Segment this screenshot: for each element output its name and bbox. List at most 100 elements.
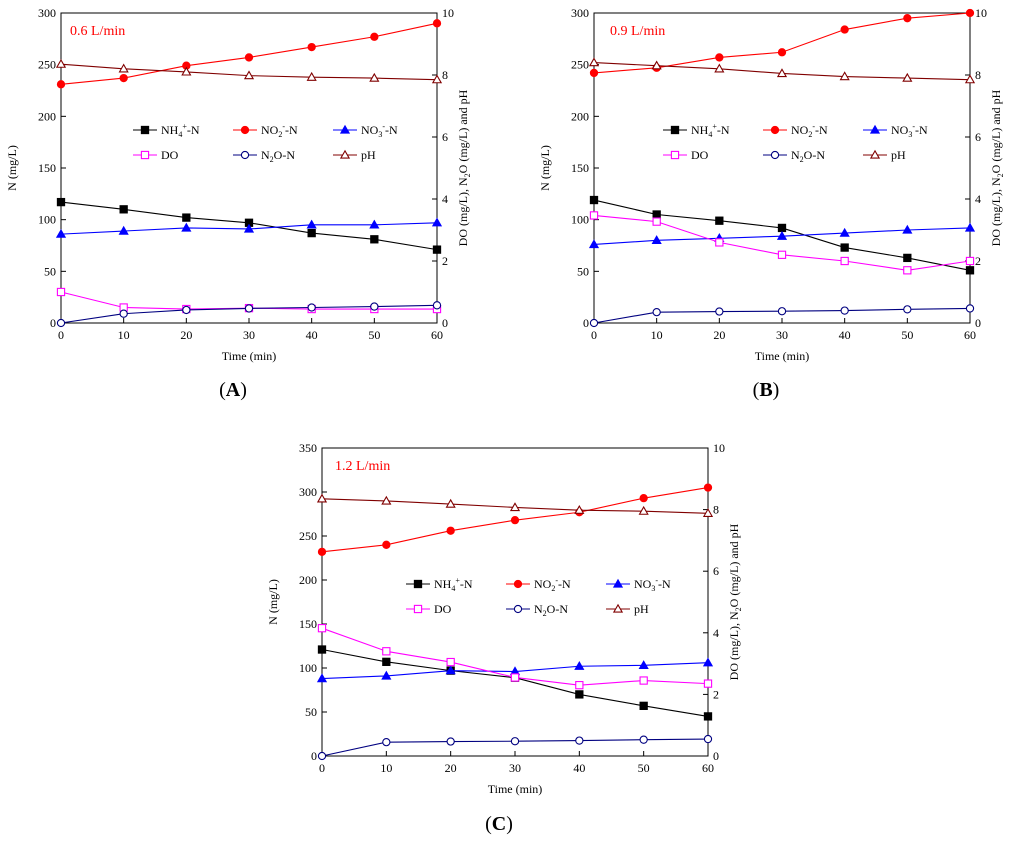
data-point-no2 xyxy=(56,80,66,89)
data-point-ph xyxy=(243,70,255,80)
data-point-do xyxy=(317,624,327,633)
data-point-n2o xyxy=(244,304,254,313)
data-point-no3 xyxy=(369,219,380,229)
data-point-no3 xyxy=(964,222,976,232)
data-point-ph xyxy=(509,502,521,512)
x-tick-label: 30 xyxy=(243,328,255,342)
series-no2 xyxy=(589,8,975,78)
legend-marker-no2 xyxy=(770,125,780,135)
x-axis-label: Time (min) xyxy=(488,782,543,796)
legend-marker-n2o xyxy=(770,150,780,160)
data-point-n2o xyxy=(510,737,520,746)
y-left-tick-label: 300 xyxy=(38,6,56,20)
series-no2 xyxy=(317,483,713,556)
y-left-tick-label: 150 xyxy=(571,161,589,175)
y-left-tick-label: 200 xyxy=(38,109,56,123)
data-point-do xyxy=(589,211,599,220)
data-point-no3 xyxy=(306,219,317,229)
series-do xyxy=(589,211,975,275)
data-point-no3 xyxy=(381,670,392,680)
y-right-tick-label: 10 xyxy=(713,441,725,455)
data-point-nh4 xyxy=(370,235,379,244)
x-tick-label: 30 xyxy=(776,328,788,342)
legend-label-no2: NO2--N xyxy=(791,122,828,139)
data-point-ph xyxy=(181,66,192,76)
data-point-nh4 xyxy=(432,245,442,254)
series-no3 xyxy=(55,217,443,238)
legend-label-nh4: NH4+-N xyxy=(161,122,200,139)
y-left-tick-label: 300 xyxy=(571,6,589,20)
data-point-ph xyxy=(902,72,913,82)
data-point-n2o xyxy=(182,305,191,315)
y-left-tick-label: 100 xyxy=(299,661,317,675)
x-tick-label: 40 xyxy=(306,328,318,342)
data-point-nh4 xyxy=(840,243,849,252)
data-point-ph xyxy=(638,505,649,515)
legend-label-nh4: NH4+-N xyxy=(691,122,730,139)
y-left-tick-label: 150 xyxy=(38,161,56,175)
data-point-n2o xyxy=(840,306,849,315)
y-right-tick-label: 6 xyxy=(442,130,448,144)
data-point-nh4 xyxy=(56,197,66,207)
series-ph xyxy=(55,58,443,84)
x-tick-label: 50 xyxy=(368,328,380,342)
legend-label-no2: NO2--N xyxy=(534,576,571,593)
data-point-do xyxy=(777,250,787,259)
data-point-ph xyxy=(369,72,380,82)
data-point-no3 xyxy=(118,225,129,235)
legend-marker-no2 xyxy=(513,579,523,589)
y-right-tick-label: 0 xyxy=(442,316,448,330)
series-line-nh4 xyxy=(321,648,709,717)
data-point-no3 xyxy=(243,223,255,233)
data-point-do xyxy=(840,256,849,266)
y-left-tick-label: 100 xyxy=(38,213,56,227)
data-point-nh4 xyxy=(965,266,975,275)
plot-frame xyxy=(593,12,971,324)
x-axis-label: Time (min) xyxy=(222,349,277,363)
flow-rate-label: 1.2 L/min xyxy=(335,459,390,474)
x-tick-label: 60 xyxy=(431,328,443,342)
data-point-ph xyxy=(574,504,585,514)
x-tick-label: 50 xyxy=(638,761,650,775)
x-tick-label: 60 xyxy=(702,761,714,775)
data-point-do xyxy=(510,673,520,682)
x-tick-label: 0 xyxy=(591,328,597,342)
data-point-n2o xyxy=(652,307,661,317)
data-point-nh4 xyxy=(903,253,912,263)
x-tick-label: 20 xyxy=(180,328,192,342)
legend-label-do: DO xyxy=(434,602,452,616)
data-point-do xyxy=(703,679,713,688)
data-point-no2 xyxy=(903,14,912,23)
x-tick-label: 20 xyxy=(445,761,457,775)
data-point-n2o xyxy=(715,307,724,316)
y-left-axis-label: N (mg/L) xyxy=(266,579,280,625)
legend-marker-ph xyxy=(339,149,351,159)
data-point-nh4 xyxy=(307,228,316,238)
y-right-tick-label: 4 xyxy=(975,192,981,206)
chart-panel-a: 0 10 20 30 40 50 600501001502002503000246810Ti… xyxy=(5,6,472,401)
data-point-ph xyxy=(776,68,788,78)
y-left-tick-label: 50 xyxy=(305,705,317,719)
y-right-tick-label: 8 xyxy=(713,503,719,517)
data-point-n2o xyxy=(432,301,442,310)
x-tick-label: 10 xyxy=(380,761,392,775)
data-point-n2o xyxy=(589,318,599,328)
data-point-no2 xyxy=(589,68,599,78)
data-point-no2 xyxy=(639,494,648,503)
legend-marker-n2o xyxy=(240,150,250,160)
legend-label-no3: NO3--N xyxy=(361,122,398,139)
data-point-n2o xyxy=(446,737,455,746)
y-left-tick-label: 50 xyxy=(577,264,589,278)
x-tick-label: 0 xyxy=(58,328,64,342)
y-left-tick-label: 200 xyxy=(571,109,589,123)
data-point-do xyxy=(382,647,391,656)
data-point-no3 xyxy=(638,660,649,670)
data-point-do xyxy=(715,238,724,247)
plot-frame xyxy=(321,447,709,757)
data-point-ph xyxy=(839,71,850,81)
data-point-no3 xyxy=(588,239,600,249)
data-point-n2o xyxy=(119,309,128,318)
data-point-n2o xyxy=(639,735,648,744)
y-left-tick-label: 350 xyxy=(299,441,317,455)
legend-marker-do xyxy=(413,604,423,614)
